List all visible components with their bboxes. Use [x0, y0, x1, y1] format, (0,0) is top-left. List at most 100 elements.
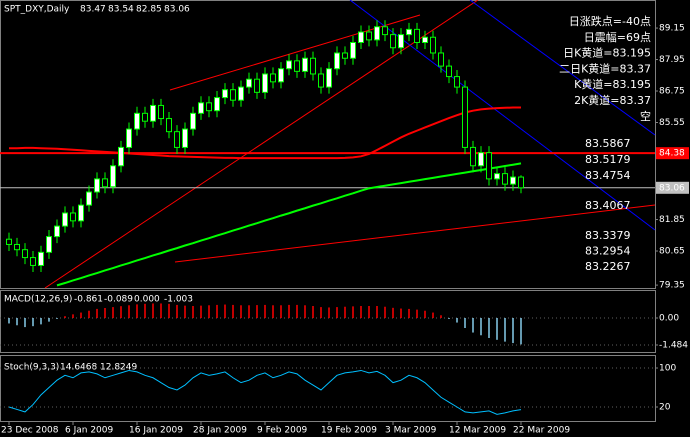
candle-body [102, 178, 108, 188]
annotation: 日震幅=69点 [584, 31, 651, 44]
macd-frame [0, 290, 656, 353]
macd-header-value: -1.003 [164, 295, 193, 305]
candle-body [470, 146, 476, 167]
y-tick-label: 86.75 [659, 87, 685, 97]
candle-body [342, 52, 348, 59]
candle-body [30, 257, 36, 266]
header-low: 82.85 [136, 5, 162, 15]
x-tick-label: 9 Feb 2009 [257, 426, 308, 436]
x-tick-label: 28 Jan 2009 [193, 426, 247, 436]
candle-body [246, 78, 252, 88]
candle-body [182, 128, 188, 148]
candle-body [206, 102, 212, 112]
stoch-title: Stoch(9,3,3) [4, 363, 59, 373]
candle-body [518, 176, 524, 189]
stoch-signal-value: 12.8249 [100, 363, 137, 373]
candle-body [150, 104, 156, 122]
stoch-line [8, 369, 522, 415]
y-tick-label: 81.85 [659, 215, 685, 225]
x-tick-label: 3 Mar 2009 [385, 426, 437, 436]
moving-average [9, 106, 521, 160]
level-label: 83.5179 [585, 153, 631, 166]
candle-body [110, 165, 116, 188]
x-tick-label: 23 Dec 2008 [1, 426, 59, 436]
x-tick-label: 22 Mar 2009 [513, 426, 570, 436]
candle-body [86, 191, 92, 206]
level-label: 83.5867 [585, 137, 631, 150]
candle-body [406, 28, 412, 36]
stoch-frame [0, 355, 656, 422]
annotation: 二日K黄道=83.37 [559, 61, 651, 75]
annotation: 日涨跌点=-40点 [569, 14, 651, 28]
candle-body [126, 128, 132, 148]
annotation: 日K黄道=83.195 [563, 46, 651, 60]
annotation: K黄道=83.195 [574, 77, 651, 91]
candle-body [454, 76, 460, 88]
candle-body [350, 41, 356, 59]
candle-body [54, 225, 60, 238]
header-close: 83.06 [164, 5, 190, 15]
y-tick-label: 0.00 [659, 314, 679, 324]
candle-body [310, 57, 316, 75]
candle-body [22, 249, 28, 259]
y-tick-label: 87.95 [659, 55, 685, 65]
x-tick-label: 16 Jan 2009 [129, 426, 183, 436]
x-tick-label: 19 Feb 2009 [321, 426, 377, 436]
candle-body [486, 152, 492, 180]
candle-body [446, 65, 452, 78]
level-label: 83.2267 [585, 260, 631, 273]
y-tick-label: 80.65 [659, 247, 685, 257]
y-tick-label: -1.484 [659, 340, 688, 350]
candle-body [94, 178, 100, 193]
candle-body [134, 112, 140, 130]
candle-body [174, 131, 180, 148]
y-tick-label: 79.35 [659, 281, 685, 291]
candle-body [422, 36, 428, 43]
trend-line [469, 0, 656, 136]
candle-body [366, 31, 372, 41]
candle-body [398, 34, 404, 49]
candle-body [478, 152, 484, 167]
panel-frames [0, 0, 656, 422]
candle-body [6, 238, 12, 245]
candle-body [302, 57, 308, 72]
annotation: 空 [640, 109, 651, 123]
candle-body [254, 78, 260, 93]
candle-body [78, 204, 84, 222]
y-tick-label: 89.15 [659, 24, 685, 34]
candle-body [214, 97, 220, 112]
candle-body [358, 31, 364, 43]
candle-body [494, 173, 500, 180]
candle-body [318, 73, 324, 88]
main-frame [0, 0, 656, 289]
candle-body [230, 89, 236, 101]
price-marker [656, 147, 689, 160]
candle-body [294, 60, 300, 72]
chart-title: SPT_DXY,Daily [4, 5, 70, 15]
level-label: 83.2954 [585, 245, 631, 258]
candle-body [118, 146, 124, 167]
candle-body [414, 28, 420, 43]
candle-body [334, 52, 340, 70]
candle-body [270, 73, 276, 83]
candle-body [438, 52, 444, 67]
macd-header-value: -0.861 [74, 295, 103, 305]
candle-body [14, 243, 20, 251]
x-tick-label: 12 Mar 2009 [449, 426, 506, 436]
candle-body [46, 236, 52, 253]
candle-body [62, 212, 68, 227]
y-tick-label: 85.55 [659, 118, 685, 128]
y-tick-label: 20 [659, 403, 671, 413]
candle-body [390, 34, 396, 49]
candle-body [262, 73, 268, 93]
x-tick-label: 6 Jan 2009 [65, 426, 113, 436]
candle-body [502, 173, 508, 185]
candle-body [326, 68, 332, 88]
candle-body [374, 26, 380, 41]
candle-body [70, 212, 76, 222]
candle-body [462, 86, 468, 148]
candle-body [278, 68, 284, 83]
candle-body [190, 112, 196, 130]
